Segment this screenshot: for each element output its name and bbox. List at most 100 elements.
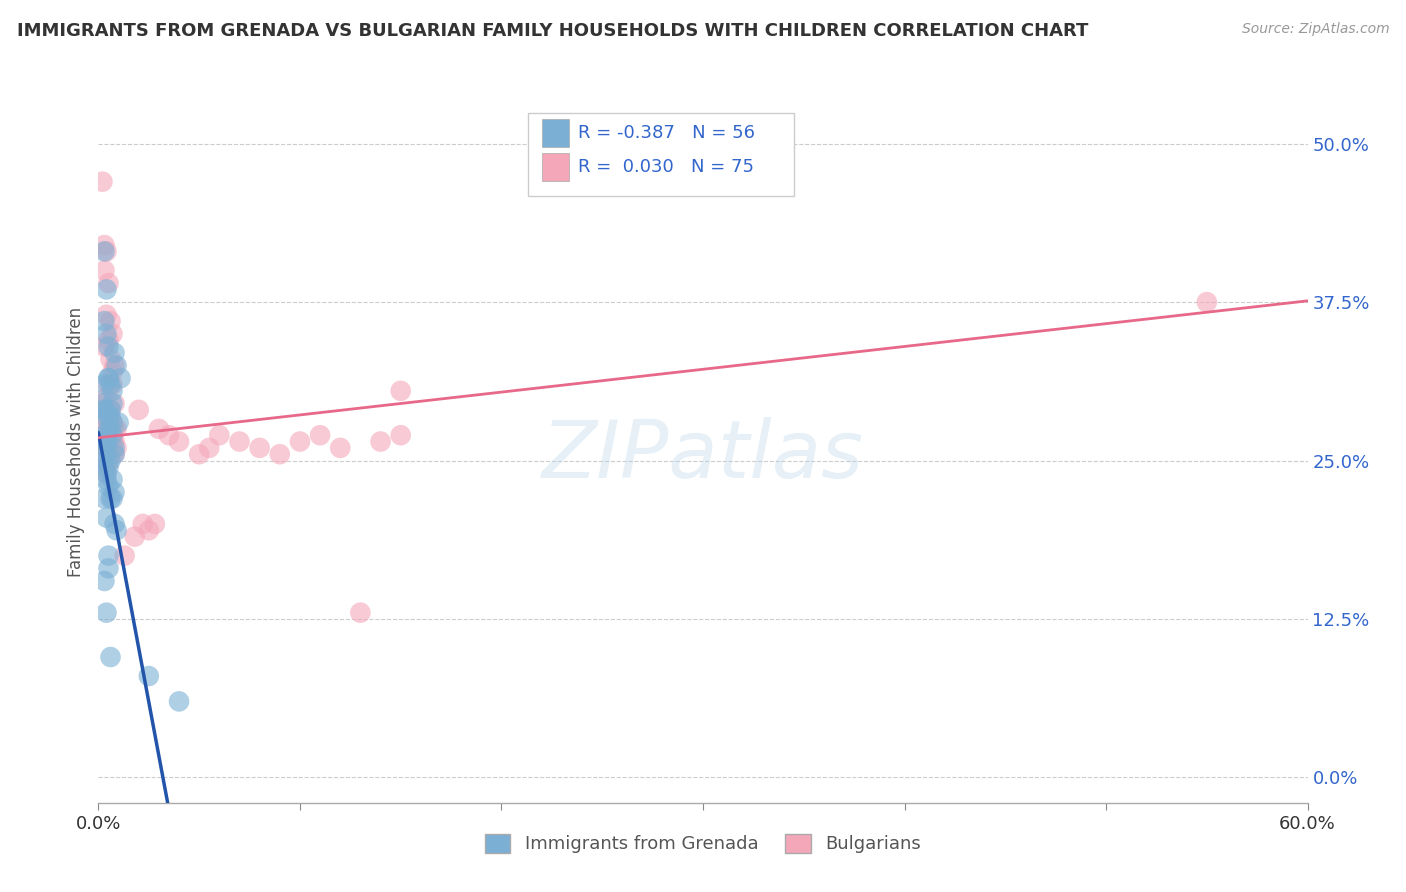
FancyBboxPatch shape [527, 112, 793, 196]
Point [100, 491, 122, 506]
Point [132, 516, 155, 531]
Point [93, 416, 115, 430]
Point [105, 359, 128, 373]
Text: R = -0.387   N = 56: R = -0.387 N = 56 [578, 124, 755, 142]
Point [100, 441, 122, 455]
Point [93, 396, 115, 410]
Point [110, 371, 132, 385]
Point [91, 396, 114, 410]
Point [103, 346, 125, 360]
Point [93, 314, 115, 328]
Point [157, 428, 180, 442]
Legend: Immigrants from Grenada, Bulgarians: Immigrants from Grenada, Bulgarians [477, 825, 929, 863]
Point [97, 549, 120, 563]
Point [97, 428, 120, 442]
Point [100, 434, 122, 449]
Point [101, 384, 124, 398]
Point [288, 434, 311, 449]
Point [97, 428, 120, 442]
Point [103, 359, 125, 373]
Point [93, 263, 115, 277]
Point [389, 428, 412, 442]
Point [103, 434, 125, 449]
Point [188, 447, 211, 461]
Text: R =  0.030   N = 75: R = 0.030 N = 75 [578, 158, 755, 176]
Point [143, 516, 166, 531]
Point [93, 459, 115, 474]
Point [138, 669, 160, 683]
Point [101, 434, 124, 449]
Point [100, 441, 122, 455]
Point [138, 523, 160, 537]
Point [93, 428, 115, 442]
Point [101, 416, 124, 430]
Point [93, 377, 115, 392]
Point [101, 473, 124, 487]
Point [228, 434, 250, 449]
Point [124, 530, 146, 544]
Point [91, 175, 114, 189]
Point [97, 561, 120, 575]
Point [96, 428, 118, 442]
Point [329, 441, 352, 455]
Point [96, 467, 118, 481]
Point [97, 371, 120, 385]
Point [93, 339, 115, 353]
Point [100, 447, 122, 461]
Point [101, 396, 124, 410]
Point [97, 416, 120, 430]
Point [370, 434, 392, 449]
Point [96, 422, 118, 436]
Point [101, 365, 124, 379]
Point [103, 447, 125, 461]
Point [208, 428, 231, 442]
Point [96, 434, 118, 449]
Point [97, 402, 120, 417]
Point [93, 402, 115, 417]
Point [97, 333, 120, 347]
Point [114, 549, 136, 563]
Point [96, 434, 118, 449]
Point [93, 428, 115, 442]
Point [93, 402, 115, 417]
Point [103, 485, 125, 500]
Point [96, 434, 118, 449]
Point [309, 428, 332, 442]
Point [1195, 295, 1218, 310]
Point [105, 422, 128, 436]
Point [96, 390, 118, 404]
Point [96, 606, 118, 620]
Point [93, 402, 115, 417]
Point [101, 416, 124, 430]
Point [101, 434, 124, 449]
Point [96, 473, 118, 487]
Point [96, 434, 118, 449]
Point [97, 371, 120, 385]
Point [93, 491, 115, 506]
Point [96, 441, 118, 455]
Point [96, 244, 118, 259]
Point [103, 441, 125, 455]
Point [97, 339, 120, 353]
Point [389, 384, 412, 398]
Point [97, 409, 120, 424]
Point [101, 377, 124, 392]
Point [97, 459, 120, 474]
Point [93, 238, 115, 252]
Point [103, 516, 125, 531]
Point [128, 402, 150, 417]
Point [100, 409, 122, 424]
Point [198, 441, 221, 455]
Point [96, 282, 118, 296]
Point [96, 510, 118, 524]
Point [269, 447, 291, 461]
Point [100, 377, 122, 392]
Point [100, 453, 122, 467]
Point [103, 447, 125, 461]
Point [100, 422, 122, 436]
Text: ZIPatlas: ZIPatlas [541, 417, 865, 495]
Point [167, 434, 190, 449]
Point [148, 422, 170, 436]
Point [93, 434, 115, 449]
Text: Source: ZipAtlas.com: Source: ZipAtlas.com [1241, 22, 1389, 37]
